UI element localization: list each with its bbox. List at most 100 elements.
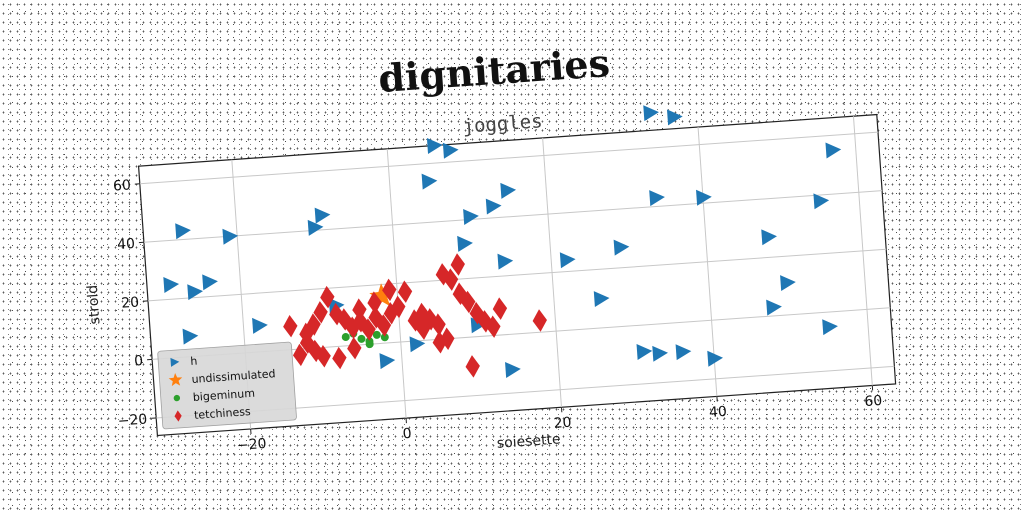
- series-h: [163, 105, 842, 378]
- h-point: [825, 142, 842, 159]
- tetchiness-point: [431, 313, 446, 336]
- x-tick-label: 60: [864, 393, 883, 410]
- tetchiness-point: [416, 317, 431, 340]
- x-tick-label: 20: [553, 415, 572, 432]
- h-point: [222, 228, 239, 245]
- tetchiness-point: [391, 295, 406, 319]
- y-tick-label: 20: [121, 294, 140, 311]
- h-point: [813, 193, 830, 210]
- legend-marker-h: [170, 357, 180, 367]
- h-point: [485, 198, 502, 215]
- legend-box: [157, 341, 297, 430]
- h-point: [780, 275, 796, 292]
- legend-marker-bigeminum: [173, 394, 181, 402]
- h-point: [696, 189, 712, 206]
- bigeminum-point: [380, 333, 389, 342]
- h-point: [593, 291, 610, 308]
- h-point: [652, 345, 668, 362]
- h-point: [187, 284, 203, 301]
- h-point: [202, 274, 218, 291]
- tetchiness-point: [376, 314, 392, 337]
- tetchiness-point: [450, 253, 465, 276]
- h-point: [457, 235, 473, 252]
- y-grid-line: [143, 190, 883, 243]
- tetchiness-point: [432, 330, 447, 354]
- tetchiness-point: [313, 301, 328, 324]
- tetchiness-point: [283, 314, 298, 338]
- y-grid-line: [147, 248, 887, 302]
- tetchiness-point: [492, 297, 508, 320]
- grid-lines: [139, 116, 895, 430]
- h-point: [643, 105, 659, 122]
- tetchiness-point: [382, 278, 397, 302]
- h-point: [505, 361, 521, 378]
- h-point: [500, 182, 517, 199]
- h-point: [182, 328, 199, 345]
- h-point: [409, 336, 426, 353]
- tetchiness-point: [367, 291, 382, 314]
- tetchiness-point: [352, 298, 367, 321]
- h-point: [314, 207, 331, 224]
- tetchiness-point: [361, 318, 376, 341]
- tetchiness-point: [383, 302, 399, 325]
- h-point: [613, 239, 630, 256]
- bigeminum-point: [365, 340, 374, 349]
- x-tick-label: 40: [709, 404, 728, 421]
- h-point: [761, 229, 777, 246]
- bigeminum-point: [372, 330, 381, 339]
- h-point: [766, 299, 782, 316]
- tetchiness-point: [465, 355, 480, 378]
- chart-subtitle: joggles: [462, 110, 543, 138]
- h-point: [649, 190, 665, 207]
- y-grid-line: [139, 131, 879, 185]
- chart-title: dignitaries: [377, 40, 611, 101]
- y-axis-label: strold: [85, 284, 104, 325]
- y-tick-label: −20: [117, 412, 148, 430]
- tetchiness-point: [397, 280, 413, 303]
- y-tick-label: 0: [134, 353, 144, 370]
- h-point: [636, 343, 653, 360]
- h-point: [559, 252, 576, 269]
- x-tick-label: −20: [236, 436, 267, 454]
- tetchiness-point: [292, 343, 308, 367]
- h-point: [666, 109, 683, 126]
- legend-label-undissimulated: undissimulated: [191, 367, 276, 386]
- h-point: [822, 319, 838, 336]
- tetchiness-point: [435, 263, 451, 286]
- h-point: [163, 277, 180, 294]
- legend-label-bigeminum: bigeminum: [192, 387, 255, 404]
- legend-label-h: h: [190, 355, 198, 368]
- tetchiness-point: [461, 290, 476, 314]
- h-point: [707, 350, 724, 367]
- tetchiness-point: [532, 309, 547, 332]
- tetchiness-point: [415, 302, 430, 326]
- tetchiness-point: [332, 346, 347, 370]
- x-tick-label: 0: [402, 426, 412, 443]
- h-point: [470, 317, 487, 334]
- tetchiness-point: [347, 336, 362, 360]
- h-point: [442, 142, 459, 159]
- h-point: [421, 173, 438, 190]
- y-tick-label: 40: [117, 236, 136, 253]
- tetchiness-point: [440, 327, 455, 350]
- h-point: [675, 344, 692, 361]
- h-point: [252, 317, 268, 334]
- plot-area: −20 0 20 40 60 −20 0 20 40 60 hundissimulatedbige…: [85, 105, 897, 454]
- h-point: [379, 353, 396, 370]
- h-point: [497, 253, 514, 270]
- bigeminum-point: [357, 334, 366, 343]
- undissimulated-point: [369, 283, 394, 308]
- tetchiness-point: [486, 315, 501, 338]
- tetchiness-point: [320, 285, 335, 309]
- tetchiness-point: [306, 313, 321, 336]
- data-series: [163, 105, 842, 378]
- legend-marker-undissimulated: [168, 372, 183, 387]
- tetchiness-point: [345, 316, 361, 339]
- axis-ticks: −20 0 20 40 60 −20 0 20 40 60: [113, 177, 883, 454]
- h-point: [463, 209, 479, 225]
- tetchiness-point: [299, 331, 315, 354]
- legend-marker-tetchiness: [174, 410, 182, 422]
- h-point: [426, 137, 443, 154]
